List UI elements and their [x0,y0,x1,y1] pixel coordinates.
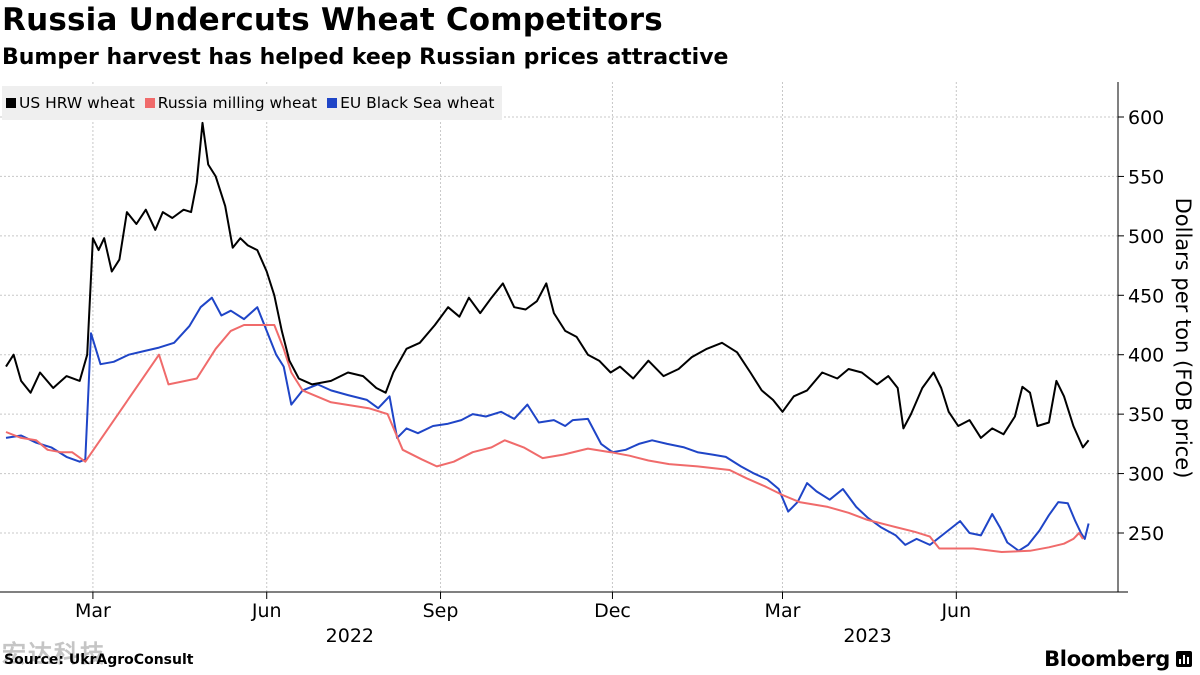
x-tick-label: Jun [940,600,971,622]
y-axis-label: Dollars per ton (FOB price) [1171,198,1195,479]
x-tick-label: Sep [423,600,459,622]
x-tick-label: Dec [594,600,631,622]
source-note: Source: UkrAgroConsult [4,652,194,668]
chart-subtitle: Bumper harvest has helped keep Russian p… [2,45,729,70]
x-year-label: 2023 [843,625,891,647]
legend-item: EU Black Sea wheat [327,94,494,112]
legend-label: EU Black Sea wheat [340,94,495,112]
legend-item: Russia milling wheat [144,94,318,112]
grid [0,82,1118,592]
legend-label: Russia milling wheat [157,94,318,112]
series-line-eu-black-sea-wheat [5,296,1090,552]
x-tick-label: Jun [251,600,282,622]
x-year-label: 2022 [326,625,374,647]
y-tick-label: 350 [1128,404,1164,426]
x-tick-label: Mar [765,600,801,622]
legend-label: US HRW wheat [19,94,135,112]
y-tick-label: 300 [1128,464,1164,486]
series-line-us-hrw-wheat [5,121,1090,449]
bloomberg-chart-icon [1176,651,1192,667]
bloomberg-logo: Bloomberg [1044,647,1170,671]
y-tick-label: 250 [1128,523,1164,545]
watermark: 宏达科技 [2,640,106,668]
y-tick-label: 550 [1128,166,1164,188]
legend-item: US HRW wheat [6,94,135,112]
legend-swatch [327,98,338,108]
chart-legend: US HRW wheat Russia milling wheat EU Black… [2,86,503,120]
y-tick-label: 400 [1128,345,1164,367]
legend-swatch [144,98,155,108]
y-tick-label: 450 [1128,285,1164,307]
legend-swatch [6,98,16,108]
y-tick-label: 500 [1128,226,1164,248]
chart-title: Russia Undercuts Wheat Competitors [2,2,663,38]
x-tick-label: Mar [75,600,111,622]
y-tick-label: 600 [1128,107,1164,129]
series-line-russia-milling-wheat [5,324,1084,553]
